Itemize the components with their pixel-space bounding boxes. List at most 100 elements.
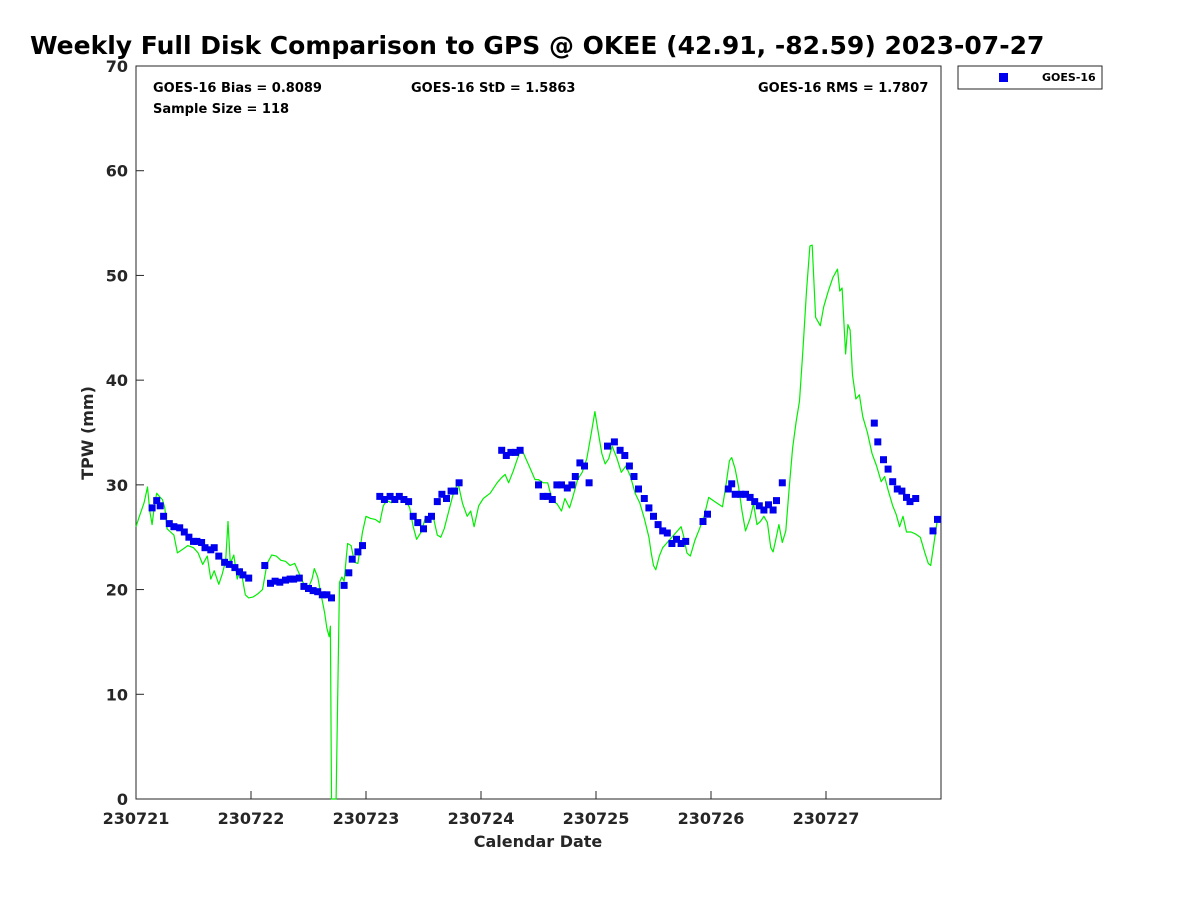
goes16-point	[193, 537, 201, 545]
goes16-point	[455, 479, 463, 487]
goes16-point	[673, 535, 680, 543]
goes16-point	[148, 504, 156, 512]
goes16-point	[535, 481, 542, 489]
y-tick-label: 20	[106, 581, 128, 600]
goes16-point	[898, 487, 906, 495]
legend-label-goes16: GOES-16	[1042, 71, 1096, 84]
goes16-point	[616, 446, 624, 454]
goes16-point	[906, 498, 914, 506]
goes16-point	[198, 539, 206, 546]
goes16-point	[903, 493, 910, 501]
y-tick-label: 70	[106, 57, 128, 76]
goes16-point	[300, 582, 308, 590]
goes16-point	[245, 574, 253, 582]
goes16-point	[433, 498, 441, 506]
goes16-point	[391, 496, 399, 503]
x-tick-label: 230721	[103, 809, 170, 828]
goes16-point	[507, 448, 515, 456]
x-tick-label: 230722	[218, 809, 285, 828]
stat-sample-size: Sample Size = 118	[153, 102, 289, 117]
x-tick-label: 230725	[563, 809, 630, 828]
goes16-point	[568, 481, 576, 489]
goes16-point	[340, 581, 348, 589]
goes16-point	[348, 555, 356, 563]
goes16-point	[451, 487, 459, 495]
goes16-point	[180, 528, 188, 536]
goes16-point	[870, 419, 878, 427]
goes16-point	[290, 575, 298, 583]
stat-bias: GOES-16 Bias = 0.8089	[153, 81, 322, 96]
goes16-point	[760, 506, 768, 514]
y-tick-label: 40	[106, 371, 128, 390]
goes16-point	[376, 492, 384, 500]
goes16-point	[704, 510, 711, 518]
plot-area-frame	[135, 65, 942, 800]
goes16-point	[170, 523, 178, 531]
stat-std: GOES-16 StD = 1.5863	[411, 81, 575, 96]
goes16-point	[746, 493, 754, 501]
y-axis-label: TPW (mm)	[78, 386, 97, 480]
x-tick-label: 230724	[448, 809, 515, 828]
goes16-point	[682, 537, 690, 545]
goes16-point	[677, 540, 685, 547]
goes16-point	[654, 521, 662, 529]
gps-line-layer	[135, 244, 942, 800]
goes16-point	[581, 462, 588, 470]
goes16-point	[765, 501, 772, 509]
goes16-point	[354, 548, 362, 556]
goes16-point	[225, 560, 233, 568]
goes16-point	[880, 456, 887, 464]
goes16-point	[267, 579, 274, 587]
goes16-point	[539, 492, 547, 500]
x-tick-label: 230726	[678, 809, 745, 828]
goes16-point	[276, 578, 284, 586]
goes16-point	[912, 495, 920, 502]
goes16-point	[563, 484, 571, 492]
goes16-point	[318, 591, 326, 599]
goes16-point	[884, 465, 892, 473]
x-axis: 230721 230722 230723 230724 230725 230726 2307…	[103, 791, 859, 828]
legend-marker-goes16	[999, 73, 1008, 82]
goes16-point	[201, 544, 209, 552]
goes16-point	[571, 473, 579, 480]
goes16-point	[889, 478, 897, 486]
goes16-point	[305, 585, 312, 592]
goes16-point	[295, 574, 303, 582]
goes16-point	[282, 576, 289, 584]
goes16-point	[934, 515, 941, 523]
legend-box	[957, 65, 1103, 90]
goes16-point	[755, 502, 763, 510]
goes16-point	[215, 552, 223, 560]
goes16-point	[443, 495, 450, 502]
goes16-point	[345, 569, 353, 577]
goes16-point	[585, 479, 593, 487]
gps-tpw-line	[135, 244, 942, 800]
goes16-point	[400, 496, 408, 503]
goes16-point	[548, 496, 556, 503]
goes16-point	[728, 480, 736, 488]
x-tick-label: 230723	[333, 809, 400, 828]
goes16-point	[874, 438, 882, 446]
goes16-point	[386, 492, 394, 500]
goes16-point	[428, 512, 435, 520]
goes16-point	[773, 497, 780, 505]
goes16-point	[621, 452, 629, 459]
goes16-point	[645, 504, 653, 512]
goes16-point	[929, 527, 937, 535]
chart-title: Weekly Full Disk Comparison to GPS @ OKE…	[30, 31, 1044, 60]
goes16-point	[650, 512, 657, 520]
goes16-point	[395, 492, 403, 500]
goes16-point	[663, 529, 671, 537]
goes16-point	[210, 544, 218, 552]
goes16-points-layer	[148, 419, 941, 602]
y-axis: 0 10 20 30 40 50 60 70	[106, 57, 144, 809]
goes16-point	[239, 571, 247, 579]
goes16-point	[516, 446, 524, 454]
goes16-point	[165, 520, 173, 528]
y-tick-label: 50	[106, 266, 128, 285]
goes16-point	[438, 490, 446, 498]
goes16-point	[160, 512, 168, 520]
goes16-point	[668, 540, 676, 547]
goes16-point	[576, 459, 584, 467]
